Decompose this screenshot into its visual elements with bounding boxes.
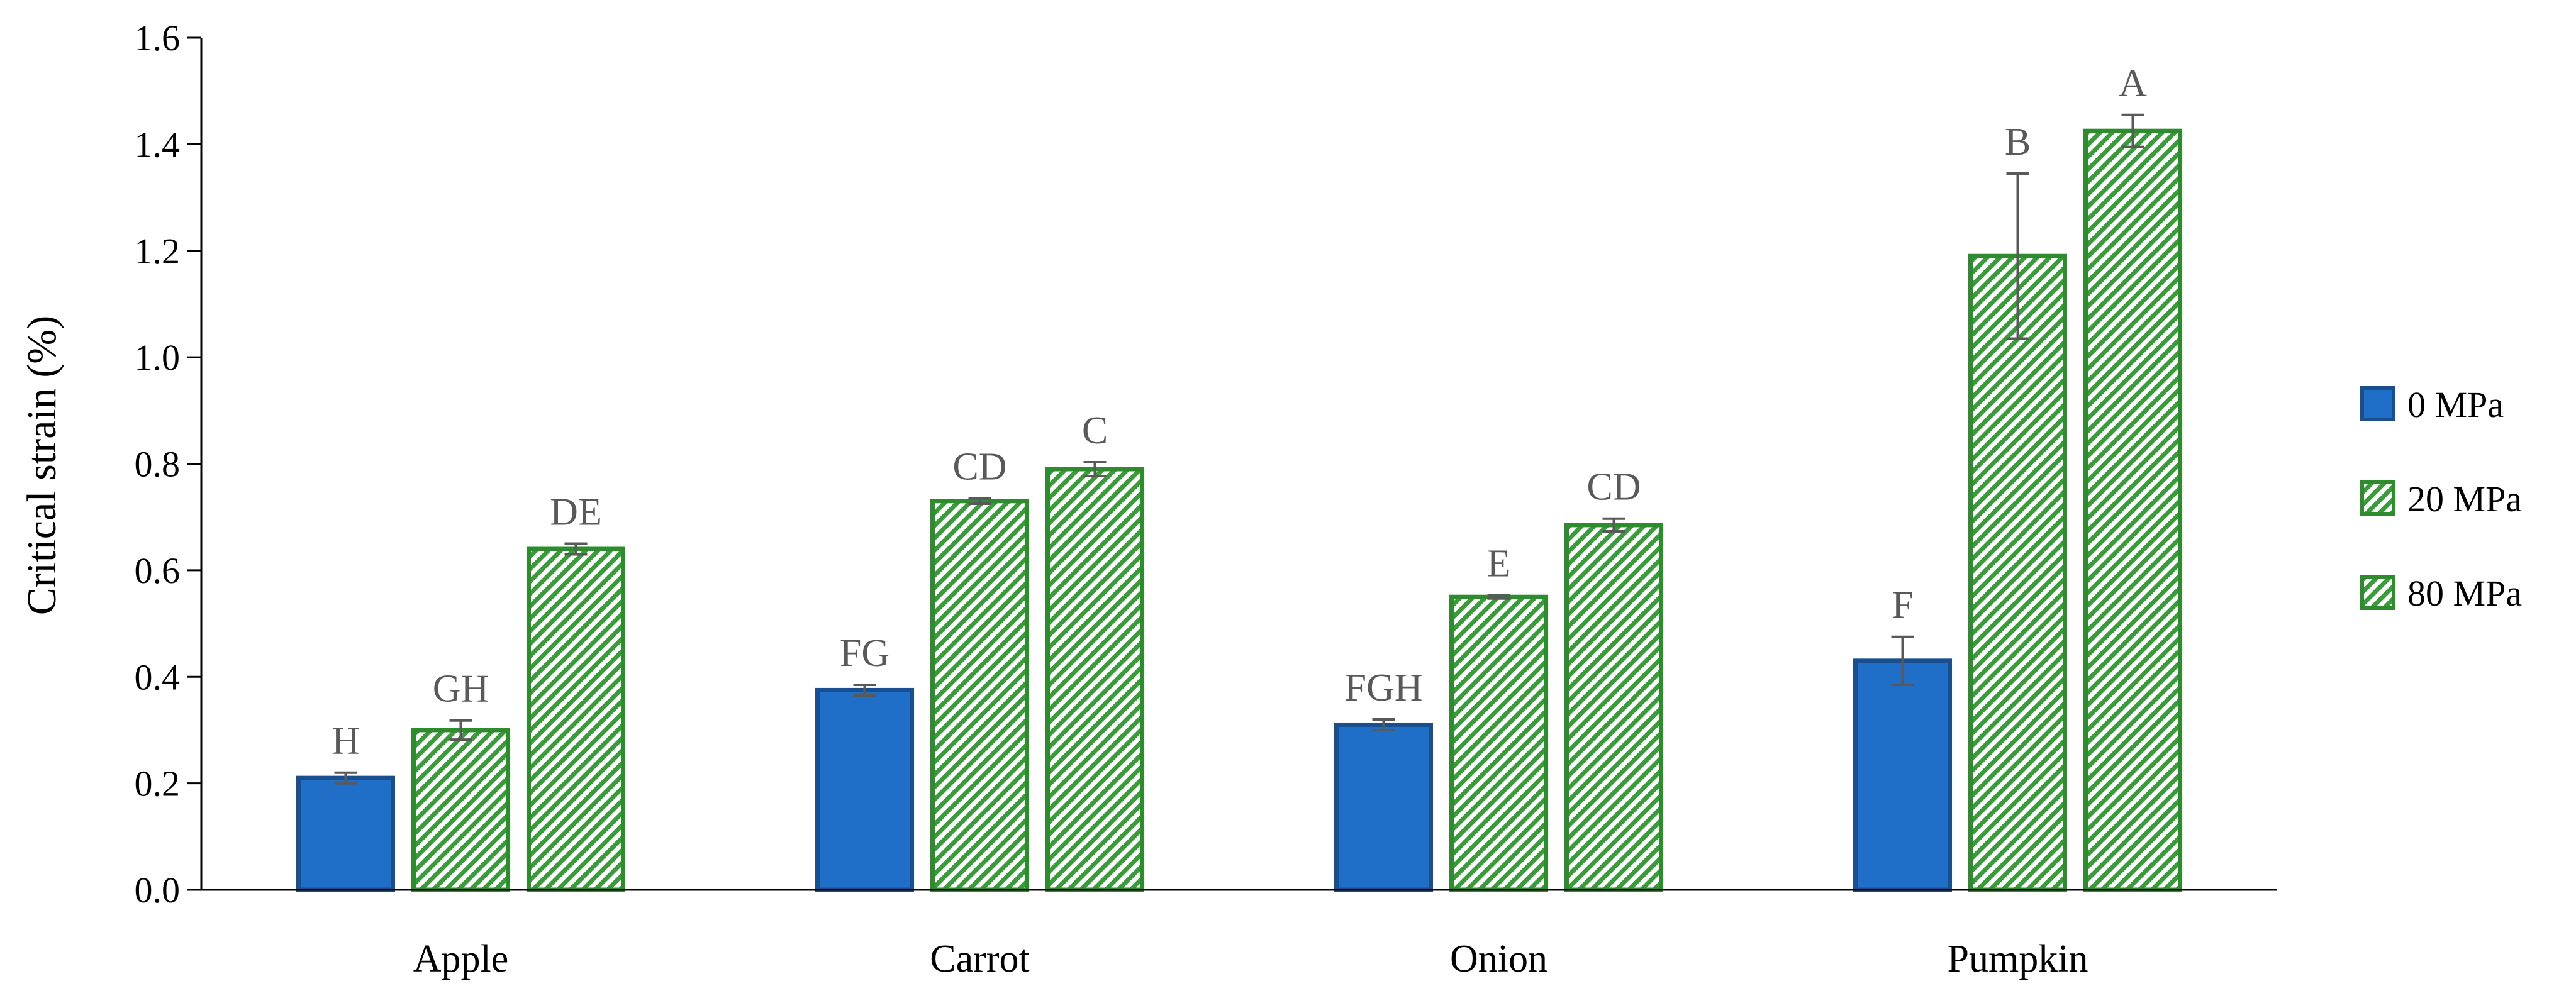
x-category-label: Onion xyxy=(1450,938,1547,980)
significance-label: E xyxy=(1487,543,1511,585)
bar-carrot-20mpa xyxy=(930,499,1029,892)
y-tick-label: 0.0 xyxy=(135,870,181,911)
significance-label: F xyxy=(1892,584,1913,627)
y-tick-label: 1.6 xyxy=(135,18,181,58)
bar-apple-80mpa xyxy=(527,546,625,892)
bar-onion-0mpa xyxy=(1334,722,1433,892)
legend-label: 80 MPa xyxy=(2407,573,2522,614)
y-tick-label: 0.4 xyxy=(135,657,181,697)
significance-label: CD xyxy=(1586,466,1641,509)
significance-label: DE xyxy=(550,491,602,534)
significance-label: B xyxy=(2005,121,2031,163)
significance-label: C xyxy=(1082,409,1108,452)
y-tick-label: 0.2 xyxy=(135,763,181,804)
significance-labels-layer: H GH DE FG CD C FGH E CD F B A xyxy=(332,62,2147,763)
bar-carrot-0mpa xyxy=(815,687,914,892)
bar-apple-0mpa xyxy=(296,775,395,892)
bar-apple-20mpa xyxy=(411,728,510,892)
bars-layer xyxy=(296,128,2182,892)
legend: 0 MPa 20 MPa 80 MPa xyxy=(2360,384,2522,614)
bar-carrot-80mpa xyxy=(1045,467,1144,892)
y-axis-title: Critical strain (%) xyxy=(19,316,65,616)
legend-label: 0 MPa xyxy=(2407,384,2504,425)
bar-pumpkin-20mpa xyxy=(1968,253,2067,892)
bar-onion-80mpa xyxy=(1564,523,1663,892)
legend-swatch xyxy=(2360,480,2395,516)
error-bars-layer xyxy=(334,113,2144,785)
x-category-label: Carrot xyxy=(930,938,1029,980)
x-axis-categories: Apple Carrot Onion Pumpkin xyxy=(413,938,2088,980)
bar-pumpkin-80mpa xyxy=(2083,128,2182,892)
significance-label: H xyxy=(332,720,360,763)
significance-label: FG xyxy=(840,632,889,675)
x-category-label: Apple xyxy=(413,938,509,980)
y-axis-ticks: 0.0 0.2 0.4 0.6 0.8 1.0 1.2 1.4 1.6 xyxy=(135,18,201,911)
y-tick-label: 0.6 xyxy=(135,550,181,591)
bar-onion-20mpa xyxy=(1449,594,1548,892)
significance-label: FGH xyxy=(1344,667,1422,709)
significance-label: GH xyxy=(433,668,489,711)
x-category-label: Pumpkin xyxy=(1948,938,2088,980)
y-tick-label: 1.2 xyxy=(135,231,181,272)
y-tick-label: 1.4 xyxy=(135,124,181,165)
y-tick-label: 0.8 xyxy=(135,444,181,485)
bar-pumpkin-0mpa xyxy=(1853,658,1952,892)
legend-swatch xyxy=(2360,575,2395,610)
significance-label: A xyxy=(2119,62,2147,105)
legend-label: 20 MPa xyxy=(2407,479,2522,519)
axes-layer xyxy=(200,38,2277,891)
legend-swatch xyxy=(2360,386,2395,421)
y-tick-label: 1.0 xyxy=(135,337,181,378)
significance-label: CD xyxy=(952,446,1006,489)
